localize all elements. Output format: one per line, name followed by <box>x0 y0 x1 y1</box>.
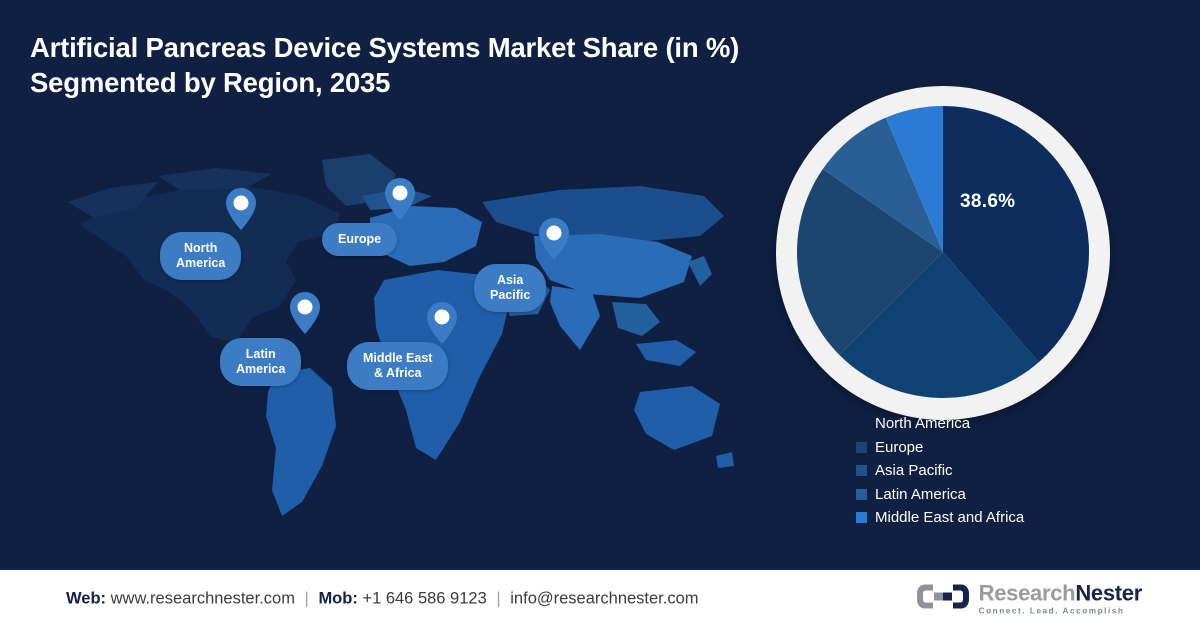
chart-legend: North America Europe Asia Pacific Latin … <box>856 412 1024 530</box>
pie-slice-asia-pacific[interactable] <box>797 169 943 355</box>
logo-word-research: Research <box>978 580 1076 606</box>
logo-tagline: Connect. Lead. Accomplish <box>978 606 1125 616</box>
map-label-middle-east-africa[interactable]: Middle East & Africa <box>347 342 449 390</box>
legend-label: Asia Pacific <box>875 462 953 480</box>
footer-contact: Web: www.researchnester.com | Mob: +1 64… <box>66 590 699 609</box>
map-label-asia-pacific[interactable]: Asia Pacific <box>474 264 547 312</box>
page-title: Artificial Pancreas Device Systems Marke… <box>30 32 740 99</box>
pie-slices <box>797 106 1089 398</box>
footer-web-label: Web: <box>66 589 107 608</box>
legend-label: North America <box>875 415 971 433</box>
logo-wordmark: ResearchNester Connect. Lead. Accomplish <box>978 580 1143 616</box>
map-pin-north-america <box>226 188 256 230</box>
legend-swatch-icon <box>856 465 867 477</box>
footer-separator-1: | <box>304 589 309 608</box>
chain-link-logo-icon <box>916 582 970 617</box>
legend-swatch-icon <box>856 441 867 453</box>
pie-slice-europe[interactable] <box>839 252 1039 398</box>
pie-chart: 38.6% <box>768 64 1120 420</box>
legend-item-europe[interactable]: Europe <box>856 436 1024 460</box>
pie-slice-middle-east-and-africa[interactable] <box>885 106 943 252</box>
world-map: North America Europe Asia Pacific Latin … <box>40 130 740 530</box>
legend-item-asia-pacific[interactable]: Asia Pacific <box>856 459 1024 483</box>
footer-email[interactable]: info@researchnester.com <box>510 589 699 608</box>
legend-item-north-america[interactable]: North America <box>856 412 1024 436</box>
footer-separator-2: | <box>496 589 501 608</box>
map-label-north-america[interactable]: North America <box>160 232 242 280</box>
legend-label: Europe <box>875 438 924 456</box>
map-label-europe[interactable]: Europe <box>322 223 398 256</box>
logo-word-nester: Nester <box>1075 580 1142 606</box>
map-pin-middle-east-africa <box>427 302 457 344</box>
pie-slice-north-america[interactable] <box>943 106 1089 363</box>
legend-swatch-icon <box>856 488 867 500</box>
legend-label: Middle East and Africa <box>875 509 1025 527</box>
map-pin-asia-pacific <box>539 218 569 260</box>
footer-bar: Web: www.researchnester.com | Mob: +1 64… <box>0 568 1200 628</box>
footer-mob-label: Mob: <box>318 589 358 608</box>
map-pin-latin-america <box>290 292 320 334</box>
map-label-latin-america[interactable]: Latin America <box>220 338 302 386</box>
footer-web-value[interactable]: www.researchnester.com <box>110 589 295 608</box>
map-pin-europe <box>385 178 415 220</box>
legend-swatch-icon <box>856 512 867 524</box>
footer-mob-value[interactable]: +1 646 586 9123 <box>362 589 487 608</box>
legend-label: Latin America <box>875 485 966 503</box>
legend-item-latin-america[interactable]: Latin America <box>856 483 1024 507</box>
pie-slice-latin-america[interactable] <box>822 117 943 252</box>
pie-data-label-north-america: 38.6% <box>960 191 1016 212</box>
legend-item-middle-east-africa[interactable]: Middle East and Africa <box>856 506 1024 530</box>
research-nester-logo[interactable]: ResearchNester Connect. Lead. Accomplish <box>916 582 1142 617</box>
